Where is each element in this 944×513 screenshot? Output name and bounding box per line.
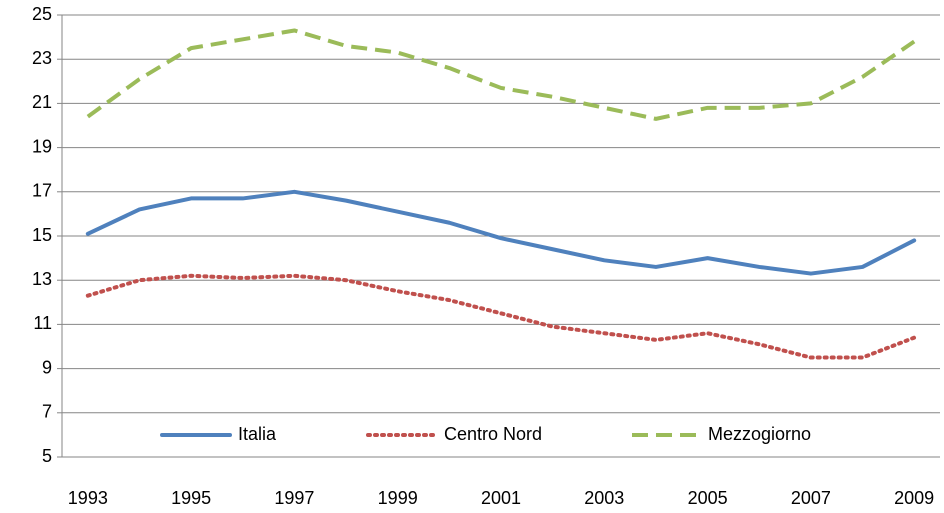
legend-label: Italia — [238, 424, 277, 444]
legend-label: Centro Nord — [444, 424, 542, 444]
y-tick-label: 17 — [32, 181, 52, 201]
x-tick-label: 2009 — [894, 488, 934, 508]
y-tick-label: 9 — [42, 357, 52, 377]
y-tick-label: 7 — [42, 402, 52, 422]
y-tick-label: 21 — [32, 92, 52, 112]
y-tick-label: 25 — [32, 4, 52, 24]
y-tick-label: 13 — [32, 269, 52, 289]
x-tick-label: 1999 — [378, 488, 418, 508]
x-tick-label: 2007 — [791, 488, 831, 508]
y-tick-label: 19 — [32, 136, 52, 156]
x-tick-label: 1993 — [68, 488, 108, 508]
x-tick-label: 2005 — [688, 488, 728, 508]
y-tick-label: 11 — [33, 313, 52, 333]
x-tick-label: 2001 — [481, 488, 521, 508]
y-tick-label: 5 — [42, 446, 52, 466]
x-tick-label: 1995 — [171, 488, 211, 508]
series-line — [85, 273, 917, 360]
series-line — [86, 28, 916, 121]
x-tick-label: 1997 — [274, 488, 314, 508]
y-tick-label: 15 — [32, 225, 52, 245]
y-tick-label: 23 — [32, 48, 52, 68]
x-tick-label: 2003 — [584, 488, 624, 508]
legend-label: Mezzogiorno — [708, 424, 811, 444]
series-line — [85, 189, 917, 276]
